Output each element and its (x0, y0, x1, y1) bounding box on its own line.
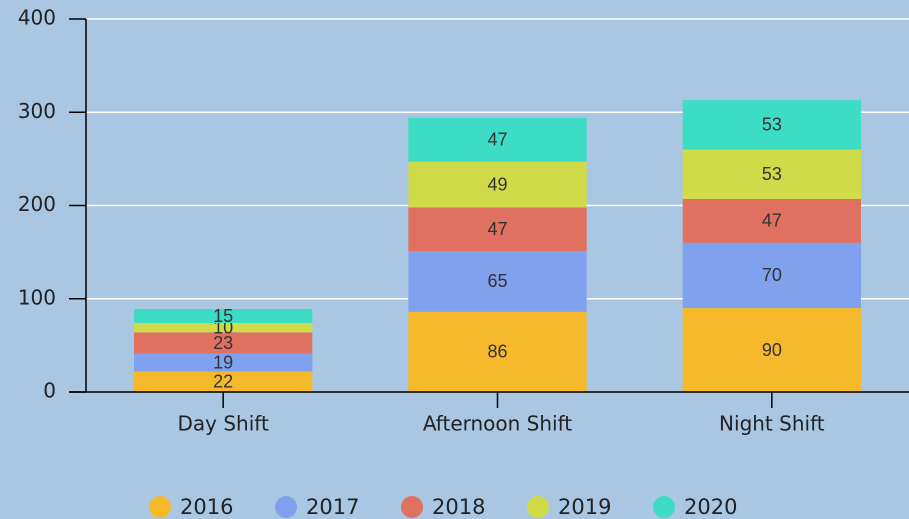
legend-swatch (149, 496, 171, 518)
data-label: 49 (487, 174, 507, 194)
legend-label: 2020 (684, 495, 737, 519)
y-tick-label: 200 (18, 192, 56, 216)
x-tick-label: Day Shift (178, 412, 269, 436)
legend-swatch (275, 496, 297, 518)
data-label: 53 (762, 164, 782, 184)
bar-segment (408, 161, 587, 208)
bar-segment (134, 353, 313, 372)
data-label: 15 (213, 306, 233, 326)
data-label: 47 (487, 130, 507, 150)
legend-label: 2019 (558, 495, 611, 519)
bar-segment (408, 207, 587, 252)
bar-segment (134, 309, 313, 323)
data-label: 23 (213, 333, 233, 353)
bar-segment (408, 311, 587, 392)
data-label: 19 (213, 352, 233, 372)
data-label: 90 (762, 340, 782, 360)
data-label: 65 (487, 271, 507, 291)
x-tick-label: Night Shift (719, 412, 825, 436)
data-label: 70 (762, 265, 782, 285)
bar-segment (408, 251, 587, 312)
data-label: 22 (213, 371, 233, 391)
data-label: 47 (762, 211, 782, 231)
y-tick-label: 300 (18, 99, 56, 123)
legend-swatch (401, 496, 423, 518)
legend-label: 2016 (180, 495, 233, 519)
legend-swatch (653, 496, 675, 518)
bar-segment (408, 117, 587, 162)
bar-segment (682, 308, 861, 392)
bar-segment (682, 242, 861, 309)
y-tick-label: 100 (18, 285, 56, 309)
x-tick-label: Afternoon Shift (423, 412, 572, 436)
bar-segment (134, 332, 313, 354)
y-tick-label: 400 (18, 6, 56, 30)
data-label: 47 (487, 219, 507, 239)
legend-label: 2018 (432, 495, 485, 519)
bar-segment (682, 149, 861, 199)
data-label: 86 (487, 342, 507, 362)
bar-segment (682, 100, 861, 150)
bar-segment (682, 198, 861, 243)
legend-label: 2017 (306, 495, 359, 519)
legend-swatch (527, 496, 549, 518)
y-tick-label: 0 (43, 379, 56, 403)
data-label: 53 (762, 115, 782, 135)
bar-segment (134, 371, 313, 392)
bar-segment (134, 322, 313, 333)
